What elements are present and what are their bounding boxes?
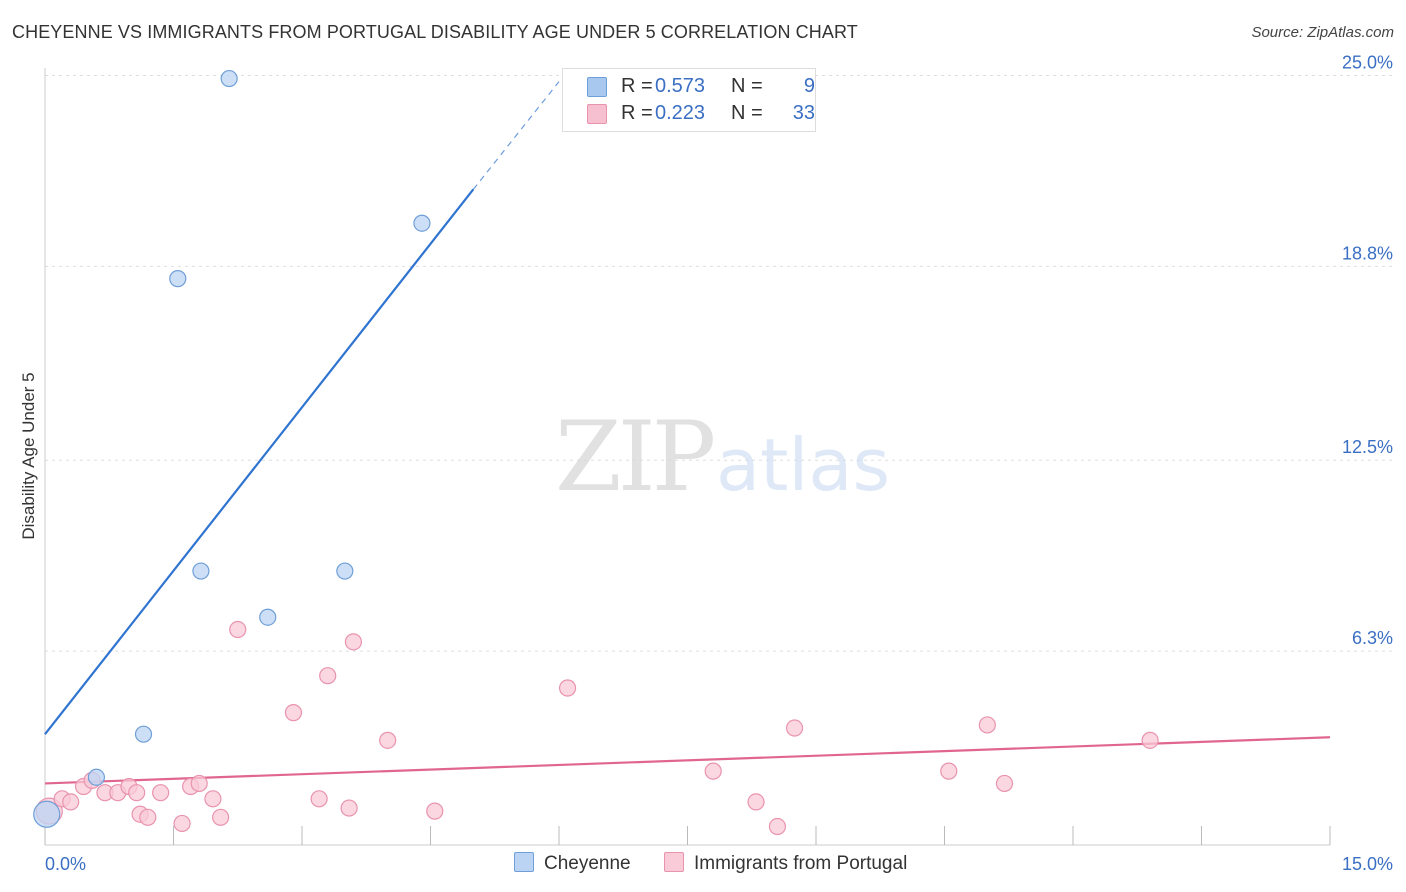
point-portugal: [1141, 731, 1159, 749]
y-tick-label: 12.5%: [1342, 437, 1393, 457]
tick-labels: 6.3% 12.5% 18.8% 25.0% 0.0% 15.0%: [45, 52, 1393, 874]
y-tick-label: 6.3%: [1352, 628, 1393, 648]
trend-line-extension: [472, 81, 560, 190]
legend-r-label: R =: [621, 75, 653, 97]
data-points: [33, 69, 1159, 836]
point-portugal: [995, 774, 1014, 793]
y-tick-label: 18.8%: [1342, 243, 1393, 263]
bottom-legend-portugal: Immigrants from Portugal: [664, 852, 907, 875]
legend-n-value: 33: [792, 102, 815, 124]
point-portugal: [704, 762, 722, 780]
legend-r-label: R =: [621, 102, 653, 124]
point-cheyenne: [134, 725, 153, 743]
x-tick-label-max: 15.0%: [1342, 854, 1393, 874]
watermark: ZIP atlas: [555, 401, 890, 513]
point-portugal: [229, 620, 247, 639]
point-portugal: [62, 793, 80, 811]
point-portugal: [768, 817, 787, 836]
point-cheyenne: [169, 270, 187, 288]
correlation-legend: R = 0.573 N = 9 R = 0.223 N = 33: [562, 68, 816, 132]
legend-n-label: N =: [731, 75, 763, 97]
point-portugal: [978, 716, 996, 734]
point-portugal: [940, 762, 958, 780]
point-cheyenne: [259, 608, 277, 626]
point-cheyenne: [220, 69, 238, 88]
point-cheyenne: [87, 768, 106, 786]
legend-swatch-cheyenne: [587, 77, 607, 97]
trend-lines: [44, 81, 1331, 785]
point-portugal: [558, 679, 577, 697]
point-portugal: [190, 774, 208, 793]
point-portugal: [747, 793, 765, 811]
point-portugal: [173, 814, 191, 833]
point-cheyenne: [192, 562, 210, 580]
point-portugal: [204, 790, 222, 808]
y-axis-label: Disability Age Under 5: [19, 372, 38, 539]
chart-title: CHEYENNE VS IMMIGRANTS FROM PORTUGAL DIS…: [12, 22, 858, 42]
bottom-legend-label: Immigrants from Portugal: [694, 853, 908, 874]
point-portugal: [785, 719, 804, 737]
point-portugal: [152, 784, 170, 802]
y-tick-label: 25.0%: [1342, 52, 1393, 72]
trend-line-cheyenne: [44, 188, 475, 735]
point-portugal: [139, 808, 157, 826]
point-portugal: [284, 704, 303, 722]
bottom-legend-cheyenne: Cheyenne: [514, 852, 631, 875]
axes: [44, 68, 1331, 846]
point-portugal: [128, 784, 146, 802]
point-cheyenne: [413, 214, 431, 232]
trend-line-portugal: [44, 736, 1331, 785]
bottom-legend-swatch-portugal: [664, 852, 684, 872]
bottom-legend-swatch-cheyenne: [514, 852, 534, 872]
bottom-legend-label: Cheyenne: [544, 853, 631, 874]
point-portugal: [340, 799, 358, 817]
point-portugal: [310, 790, 328, 808]
grid-lines: [45, 74, 1392, 652]
legend-n-value: 9: [803, 75, 815, 97]
legend-n-label: N =: [731, 102, 763, 124]
point-portugal: [319, 667, 337, 685]
legend-r-value: 0.573: [655, 75, 706, 97]
legend-r-value: 0.223: [655, 102, 706, 124]
source-label: Source: ZipAtlas.com: [1251, 24, 1394, 41]
point-portugal: [379, 731, 397, 749]
legend-swatch-portugal: [587, 104, 607, 124]
watermark-zip: ZIP: [555, 401, 714, 513]
point-portugal: [344, 633, 362, 651]
point-cheyenne: [336, 562, 354, 580]
point-cheyenne: [33, 800, 61, 828]
point-portugal: [426, 802, 444, 820]
point-portugal: [212, 808, 230, 826]
watermark-atlas: atlas: [716, 423, 890, 507]
x-tick-label-min: 0.0%: [45, 854, 86, 874]
